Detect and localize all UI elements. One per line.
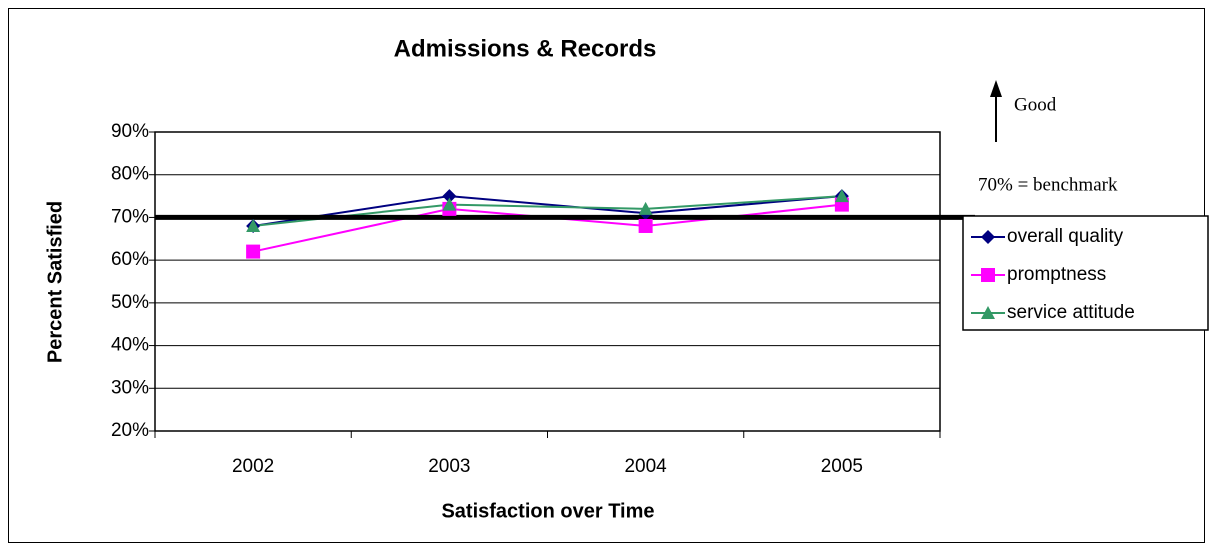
marker xyxy=(834,189,849,203)
legend-label: overall quality xyxy=(1007,226,1124,247)
series-line xyxy=(252,195,842,227)
marker xyxy=(638,218,653,233)
legend-marker xyxy=(981,230,995,244)
y-tick-label: 70% xyxy=(111,206,149,227)
y-tick-label: 90% xyxy=(111,121,149,142)
legend-label: service attitude xyxy=(1007,302,1135,323)
legend-label: promptness xyxy=(1007,264,1106,285)
arrow-head xyxy=(990,80,1002,97)
y-tick-label: 80% xyxy=(111,164,149,185)
y-tick-label: 40% xyxy=(111,335,149,356)
x-tick-label: 2002 xyxy=(232,456,274,477)
x-axis-label: Satisfaction over Time xyxy=(441,500,654,522)
marker xyxy=(442,197,457,211)
marker xyxy=(638,201,653,215)
chart-title: Admissions & Records xyxy=(394,35,657,62)
y-tick-label: 50% xyxy=(111,292,149,313)
legend-box xyxy=(962,215,1209,331)
annotation: 70% = benchmark xyxy=(978,174,1118,195)
annotation: Good xyxy=(1014,94,1057,115)
marker xyxy=(246,244,261,259)
marker xyxy=(246,218,261,232)
x-tick-label: 2003 xyxy=(428,456,470,477)
x-tick-label: 2005 xyxy=(821,456,863,477)
y-tick-label: 30% xyxy=(111,377,149,398)
y-tick-label: 60% xyxy=(111,249,149,270)
y-tick-label: 20% xyxy=(111,420,149,441)
marker xyxy=(442,189,457,204)
y-axis-label: Percent Satisfied xyxy=(44,201,66,363)
legend-marker xyxy=(981,306,995,319)
plot-area xyxy=(155,132,940,431)
x-tick-label: 2004 xyxy=(624,456,667,477)
legend-marker xyxy=(981,268,995,282)
